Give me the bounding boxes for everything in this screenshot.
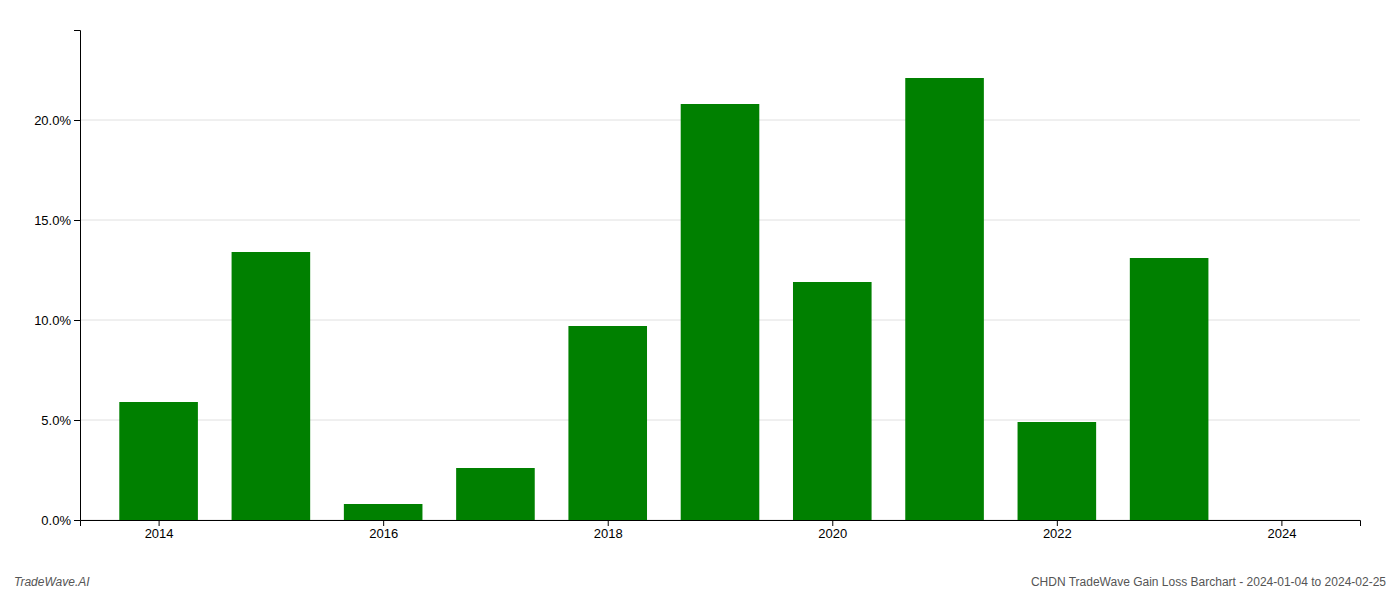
tick-mark [1281, 520, 1282, 526]
tick-mark [383, 520, 384, 526]
tick: 10.0% [34, 313, 80, 328]
tick-label: 15.0% [34, 213, 71, 228]
tick-label: 2022 [1043, 526, 1072, 541]
bars [119, 78, 1208, 520]
tick: 5.0% [41, 413, 80, 428]
bar [456, 468, 535, 520]
title: CHDN TradeWave Gain Loss Barchart - 2024… [1031, 575, 1386, 589]
axis-line [74, 31, 81, 521]
tick-label: 2024 [1267, 526, 1296, 541]
bar [1018, 422, 1097, 520]
tick: 2016 [369, 520, 398, 541]
bar [344, 504, 423, 520]
bar [1130, 258, 1209, 520]
bar [1242, 520, 1321, 521]
y-axis: 0.0% 5.0% 10.0% 15.0% 20.0% [34, 31, 80, 528]
bar [119, 402, 198, 520]
tick-label: 5.0% [41, 413, 71, 428]
tick: 15.0% [34, 213, 80, 228]
tick-mark [159, 520, 160, 526]
bar [905, 78, 984, 520]
tick-mark [74, 520, 80, 521]
footer-note: TradeWave.AI [14, 575, 90, 589]
tick-mark [74, 220, 80, 221]
tick-mark [608, 520, 609, 526]
tick: 2022 [1043, 520, 1072, 541]
tick: 0.0% [41, 513, 80, 528]
tick-label: 10.0% [34, 313, 71, 328]
tick-mark [1057, 520, 1058, 526]
tick-label: 2014 [145, 526, 174, 541]
tick-label: 20.0% [34, 113, 71, 128]
tick-label: 2016 [369, 526, 398, 541]
bar [568, 326, 647, 520]
tick-mark [74, 420, 80, 421]
bar [793, 282, 872, 520]
bar [681, 104, 760, 520]
tick: 20.0% [34, 113, 80, 128]
tick-label: 2020 [818, 526, 847, 541]
bar [232, 252, 311, 520]
tick-mark [74, 320, 80, 321]
tick-mark [832, 520, 833, 526]
tick: 2014 [145, 520, 174, 541]
x-axis: 2014 2016 2018 2020 2022 2024 [81, 520, 1361, 541]
tick: 2018 [594, 520, 623, 541]
tick: 2024 [1267, 520, 1296, 541]
axis-line [81, 521, 1361, 527]
tick-label: 0.0% [41, 513, 71, 528]
tick: 2020 [818, 520, 847, 541]
chart: 2014 2016 2018 2020 2022 2024 0.0% 5.0% 10.0% 15.… [0, 0, 1400, 600]
tick-mark [74, 120, 80, 121]
plot-area: 2014 2016 2018 2020 2022 2024 0.0% 5.0% 10.0% 15.… [34, 31, 1360, 542]
tick-label: 2018 [594, 526, 623, 541]
